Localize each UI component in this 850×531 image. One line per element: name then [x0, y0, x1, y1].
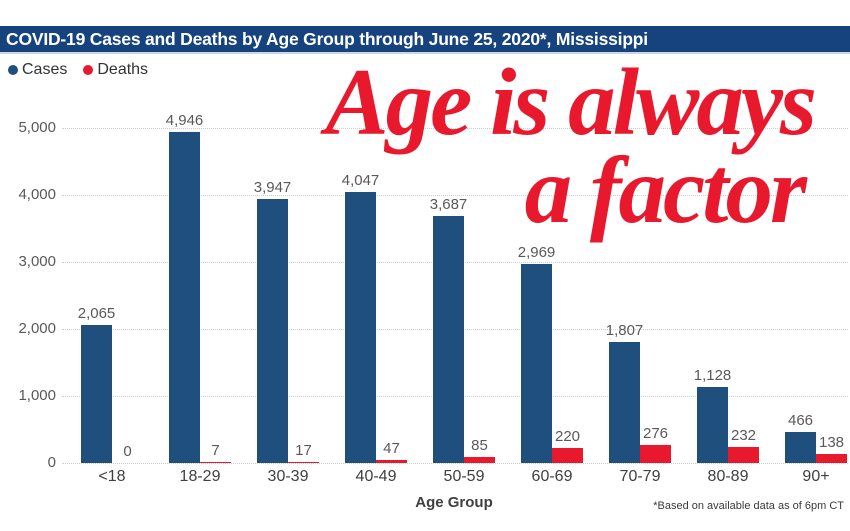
cases-dot-icon: [8, 65, 18, 75]
bar-deaths-90+: [816, 453, 847, 463]
value-label-deaths-<18: 0: [123, 443, 132, 460]
x-tick-label-90+: 90+: [802, 468, 830, 485]
y-tick-label-4000: 4,000: [18, 186, 56, 203]
legend-item-deaths: Deaths: [83, 61, 148, 79]
bar-deaths-18-29: [200, 461, 231, 463]
annotation-text: Age is always a factor: [325, 49, 817, 244]
x-tick-label-<18: <18: [98, 468, 126, 485]
gridline-0: [62, 463, 848, 464]
value-label-cases-50-59: 3,687: [429, 195, 468, 213]
legend: Cases Deaths: [8, 61, 148, 79]
value-label-cases-70-79: 1,807: [605, 321, 644, 339]
value-label-deaths-70-79: 276: [642, 424, 669, 442]
bar-cases-<18: [81, 324, 112, 463]
footnote: *Based on available data as of 6pm CT: [653, 500, 844, 512]
x-tick-label-50-59: 50-59: [443, 468, 485, 485]
bar-deaths-80-89: [728, 447, 759, 463]
value-label-cases-80-89: 1,128: [693, 367, 732, 385]
bar-deaths-60-69: [552, 448, 583, 463]
bar-cases-40-49: [345, 191, 376, 463]
bar-deaths-70-79: [640, 444, 671, 463]
value-label-deaths-30-39: 17: [295, 441, 312, 459]
x-tick-label-70-79: 70-79: [619, 468, 661, 485]
y-tick-label-0: 0: [47, 454, 56, 471]
bar-deaths-50-59: [464, 457, 495, 463]
bar-cases-18-29: [169, 131, 200, 463]
value-label-deaths-60-69: 220: [554, 428, 581, 446]
value-label-cases-30-39: 3,947: [253, 178, 292, 196]
y-tick-label-3000: 3,000: [18, 253, 56, 270]
annotation-line-2: a factor: [524, 137, 807, 244]
page-title: COVID-19 Cases and Deaths by Age Group t…: [6, 28, 648, 49]
legend-label-deaths: Deaths: [97, 61, 149, 78]
value-label-cases-90+: 466: [787, 411, 814, 429]
legend-item-cases: Cases: [8, 61, 67, 79]
deaths-dot-icon: [83, 65, 94, 75]
annotation-line-1: Age is always: [325, 49, 817, 155]
bar-cases-70-79: [609, 341, 640, 463]
bar-cases-60-69: [521, 264, 552, 463]
x-tick-label-40-49: 40-49: [355, 468, 397, 485]
bar-deaths-40-49: [376, 459, 407, 463]
x-tick-label-18-29: 18-29: [179, 468, 221, 485]
bar-cases-30-39: [257, 198, 288, 463]
legend-label-cases: Cases: [22, 61, 68, 78]
gridline-5000: [62, 128, 848, 129]
x-tick-label-80-89: 80-89: [707, 468, 749, 485]
y-tick-label-2000: 2,000: [18, 320, 56, 337]
y-tick-label-5000: 5,000: [18, 119, 56, 136]
value-label-cases-40-49: 4,047: [341, 171, 380, 189]
bar-cases-80-89: [697, 387, 728, 463]
gridline-4000: [62, 195, 848, 196]
x-tick-label-60-69: 60-69: [531, 468, 573, 485]
value-label-deaths-90+: 138: [818, 433, 845, 451]
y-tick-label-1000: 1,000: [18, 387, 56, 404]
bar-cases-90+: [785, 431, 816, 463]
bar-cases-50-59: [433, 215, 464, 463]
value-label-deaths-80-89: 232: [730, 427, 757, 445]
x-tick-label-30-39: 30-39: [267, 468, 309, 485]
value-label-deaths-18-29: 7: [211, 441, 220, 459]
value-label-deaths-50-59: 85: [471, 437, 488, 455]
title-bar: COVID-19 Cases and Deaths by Age Group t…: [0, 26, 850, 54]
x-axis-title: Age Group: [415, 494, 493, 511]
value-label-cases-60-69: 2,969: [517, 244, 556, 262]
value-label-cases-18-29: 4,946: [165, 111, 204, 129]
value-label-cases-<18: 2,065: [77, 304, 116, 322]
bar-deaths-30-39: [288, 461, 319, 463]
value-label-deaths-40-49: 47: [383, 439, 400, 457]
